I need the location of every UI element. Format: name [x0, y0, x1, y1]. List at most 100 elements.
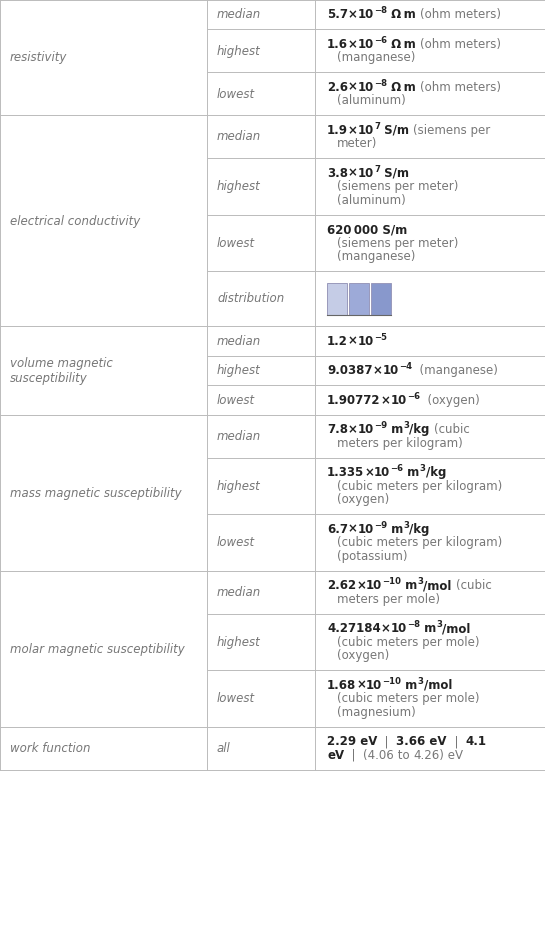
Text: Ω m: Ω m — [387, 9, 420, 21]
Text: −8: −8 — [407, 621, 420, 629]
Text: 10: 10 — [358, 38, 374, 51]
Text: −8: −8 — [374, 79, 387, 88]
Text: ×: × — [356, 678, 366, 692]
Text: ×: × — [348, 38, 358, 51]
Text: (oxygen): (oxygen) — [420, 394, 480, 407]
Text: 3: 3 — [403, 421, 409, 430]
Text: ×: × — [348, 80, 358, 94]
Text: −4: −4 — [398, 362, 412, 372]
Text: resistivity: resistivity — [10, 51, 68, 64]
Text: eV: eV — [327, 748, 344, 762]
Text: 7: 7 — [374, 165, 380, 174]
Text: −10: −10 — [383, 677, 401, 686]
Text: 10: 10 — [383, 364, 398, 377]
Text: meter): meter) — [337, 137, 377, 150]
Text: /kg: /kg — [409, 523, 430, 535]
Text: S/m: S/m — [380, 166, 409, 180]
Text: 10: 10 — [358, 9, 374, 21]
Text: mass magnetic susceptibility: mass magnetic susceptibility — [10, 486, 181, 499]
Text: 4.27184: 4.27184 — [327, 622, 381, 636]
Text: 2.62: 2.62 — [327, 579, 356, 592]
Text: m: m — [401, 678, 417, 692]
Text: 1.6: 1.6 — [327, 38, 348, 51]
Text: 10: 10 — [391, 622, 407, 636]
Text: ×: × — [364, 466, 374, 480]
Text: distribution: distribution — [217, 292, 284, 306]
Text: (aluminum): (aluminum) — [337, 194, 405, 207]
Text: (siemens per meter): (siemens per meter) — [337, 181, 458, 193]
Text: 620 000 S/m: 620 000 S/m — [327, 223, 407, 236]
Text: |: | — [344, 748, 363, 762]
Text: (oxygen): (oxygen) — [337, 649, 389, 662]
Text: ×: × — [348, 523, 358, 535]
Text: to: to — [394, 748, 413, 762]
Text: ×: × — [348, 124, 358, 137]
Text: |: | — [377, 735, 396, 748]
Text: (cubic meters per mole): (cubic meters per mole) — [337, 692, 480, 706]
Text: 3: 3 — [403, 521, 409, 530]
Text: 3: 3 — [417, 577, 423, 587]
Text: 10: 10 — [374, 466, 390, 480]
Text: median: median — [217, 586, 261, 599]
Text: (4.06: (4.06 — [363, 748, 394, 762]
Text: /mol: /mol — [442, 622, 470, 636]
Text: Ω m: Ω m — [387, 80, 420, 94]
Text: 10: 10 — [366, 579, 382, 592]
Text: 2.6: 2.6 — [327, 80, 348, 94]
Text: highest: highest — [217, 181, 261, 193]
Text: ×: × — [348, 335, 358, 348]
Text: ×: × — [348, 9, 358, 21]
Text: median: median — [217, 131, 261, 144]
Text: /kg: /kg — [426, 466, 446, 480]
Text: ×: × — [380, 394, 390, 407]
Text: 4.1: 4.1 — [466, 735, 487, 748]
Text: electrical conductivity: electrical conductivity — [10, 215, 140, 227]
Text: (cubic: (cubic — [434, 423, 470, 436]
Text: eV: eV — [444, 748, 463, 762]
Text: /mol: /mol — [423, 678, 452, 692]
Text: −9: −9 — [374, 521, 387, 530]
Text: (siemens per meter): (siemens per meter) — [337, 236, 458, 250]
Text: ×: × — [372, 364, 383, 377]
Text: −6: −6 — [407, 392, 420, 401]
Text: (oxygen): (oxygen) — [337, 493, 389, 506]
Text: (ohm meters): (ohm meters) — [420, 80, 501, 94]
Text: lowest: lowest — [217, 87, 255, 100]
Text: Ω m: Ω m — [387, 38, 420, 51]
Text: 9.0387: 9.0387 — [327, 364, 372, 377]
Text: /kg: /kg — [409, 423, 434, 436]
Text: −5: −5 — [374, 333, 387, 342]
Text: 3.66 eV: 3.66 eV — [396, 735, 447, 748]
Text: m: m — [403, 466, 420, 480]
Bar — [349, 283, 369, 315]
Text: |: | — [447, 735, 466, 748]
Text: (manganese): (manganese) — [337, 251, 415, 263]
Text: median: median — [217, 430, 261, 443]
Text: (manganese): (manganese) — [412, 364, 498, 377]
Text: all: all — [217, 742, 231, 755]
Text: 10: 10 — [358, 124, 374, 137]
Text: 1.90772: 1.90772 — [327, 394, 380, 407]
Text: /mol: /mol — [423, 579, 456, 592]
Text: (manganese): (manganese) — [337, 51, 415, 64]
Text: work function: work function — [10, 742, 90, 755]
Text: 10: 10 — [390, 394, 407, 407]
Text: median: median — [217, 335, 261, 348]
Text: ×: × — [348, 166, 358, 180]
Text: 1.68: 1.68 — [327, 678, 356, 692]
Text: meters per mole): meters per mole) — [337, 593, 440, 605]
Text: 1.335: 1.335 — [327, 466, 364, 480]
Text: S/m: S/m — [380, 124, 413, 137]
Text: (ohm meters): (ohm meters) — [420, 9, 501, 21]
Text: 4.26): 4.26) — [413, 748, 444, 762]
Text: 10: 10 — [358, 335, 374, 348]
Text: 3: 3 — [420, 464, 426, 473]
Text: (cubic meters per kilogram): (cubic meters per kilogram) — [337, 536, 502, 550]
Text: m: m — [420, 622, 436, 636]
Text: −9: −9 — [374, 421, 387, 430]
Text: volume magnetic
susceptibility: volume magnetic susceptibility — [10, 357, 113, 385]
Text: lowest: lowest — [217, 692, 255, 706]
Text: −6: −6 — [390, 464, 403, 473]
Text: meters per kilogram): meters per kilogram) — [337, 437, 463, 449]
Text: highest: highest — [217, 364, 261, 377]
